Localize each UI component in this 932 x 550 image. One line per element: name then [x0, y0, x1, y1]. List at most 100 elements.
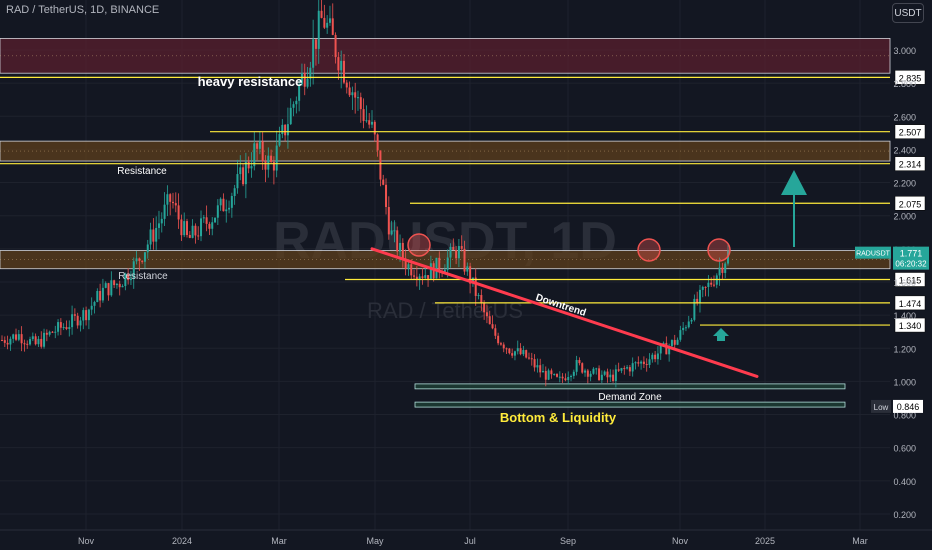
current-price-countdown: 06:20:32 — [895, 260, 927, 269]
candle-body — [684, 327, 687, 329]
candle-body — [230, 196, 233, 208]
candle-body — [676, 339, 679, 345]
candle-body — [704, 286, 707, 288]
candle-body — [670, 340, 673, 347]
candle-body — [264, 161, 267, 170]
candle-body — [623, 368, 626, 370]
candle-body — [163, 204, 166, 219]
candle-body — [407, 264, 410, 269]
candle-body — [286, 124, 289, 136]
candle-body — [620, 368, 623, 371]
candle-body — [54, 331, 57, 333]
candle-body — [612, 374, 615, 381]
candle-body — [570, 375, 573, 377]
candle-body — [449, 246, 452, 258]
candle-body — [362, 109, 365, 121]
x-tick-label: 2025 — [755, 536, 775, 546]
candle-body — [115, 283, 118, 286]
candle-body — [1, 339, 3, 341]
candle-body — [455, 249, 458, 259]
candle-body — [247, 161, 250, 169]
x-tick-label: 2024 — [172, 536, 192, 546]
candle-body — [505, 348, 508, 350]
candle-body — [242, 167, 245, 185]
level-tag — [894, 272, 926, 287]
candle-body — [586, 370, 589, 377]
annotation-heavy-resistance: heavy resistance — [198, 74, 303, 89]
candle-body — [48, 331, 51, 335]
candle-body — [222, 198, 225, 212]
candle-body — [292, 104, 295, 108]
candle-body — [530, 358, 533, 360]
candle-body — [707, 282, 710, 288]
x-tick-label: May — [366, 536, 384, 546]
candle-body — [309, 67, 312, 79]
candle-body — [679, 330, 682, 340]
highlight-circle — [707, 238, 731, 262]
x-tick-label: Nov — [672, 536, 689, 546]
candle-body — [278, 134, 281, 146]
candle-body — [558, 376, 561, 378]
candle-body — [401, 242, 404, 259]
candle-body — [598, 368, 601, 381]
candle-body — [177, 205, 180, 220]
candle-body — [174, 203, 177, 206]
candle-body — [214, 217, 217, 223]
candle-body — [216, 205, 219, 218]
candle-body — [645, 364, 648, 366]
candle-body — [272, 162, 275, 171]
candle-body — [258, 141, 261, 149]
low-value-tag — [893, 399, 923, 413]
candle-body — [533, 359, 536, 368]
candle-body — [228, 207, 231, 210]
candle-body — [541, 370, 544, 373]
candle-body — [421, 276, 424, 278]
candle-body — [460, 246, 463, 249]
candle-body — [614, 369, 617, 381]
zone-demand — [414, 383, 846, 390]
candle-body — [205, 217, 208, 224]
candle-body — [488, 316, 491, 325]
currency-button[interactable]: USDT — [892, 3, 924, 23]
candle-body — [413, 275, 416, 277]
candle-body — [284, 124, 287, 136]
candle-body — [141, 260, 144, 262]
candle-body — [603, 371, 606, 375]
candle-body — [101, 287, 104, 301]
candle-body — [609, 374, 612, 378]
candle-body — [236, 174, 239, 189]
candle-body — [37, 338, 40, 345]
candle-body — [306, 78, 309, 87]
candle-body — [6, 342, 9, 345]
candle-body — [180, 219, 183, 236]
price-tick: 2.400 — [893, 145, 916, 155]
candle-body — [320, 10, 323, 18]
candle-body — [724, 263, 727, 273]
candle-body — [169, 194, 172, 202]
candle-body — [219, 198, 222, 206]
candle-body — [561, 376, 564, 379]
x-tick-label: Mar — [271, 536, 287, 546]
candle-body — [143, 252, 146, 262]
level-tag — [894, 317, 926, 333]
candle-body — [584, 370, 587, 373]
candle-body — [483, 302, 486, 313]
price-tick: 1.200 — [893, 344, 916, 354]
candle-body — [9, 338, 12, 345]
candle-body — [20, 334, 23, 344]
candle-body — [275, 145, 278, 171]
candle-body — [59, 322, 62, 328]
current-symbol-label: RADUSDT — [856, 251, 891, 258]
level-label-1.615: 1.615 — [899, 275, 922, 285]
candle-body — [12, 334, 15, 339]
highlight-circle — [637, 238, 661, 262]
candle-body — [581, 363, 584, 373]
candle-body — [634, 362, 637, 364]
candle-body — [718, 267, 721, 276]
candle-body — [132, 261, 135, 279]
candle-body — [200, 218, 203, 237]
candle-body — [314, 39, 317, 49]
candle-body — [637, 362, 640, 364]
